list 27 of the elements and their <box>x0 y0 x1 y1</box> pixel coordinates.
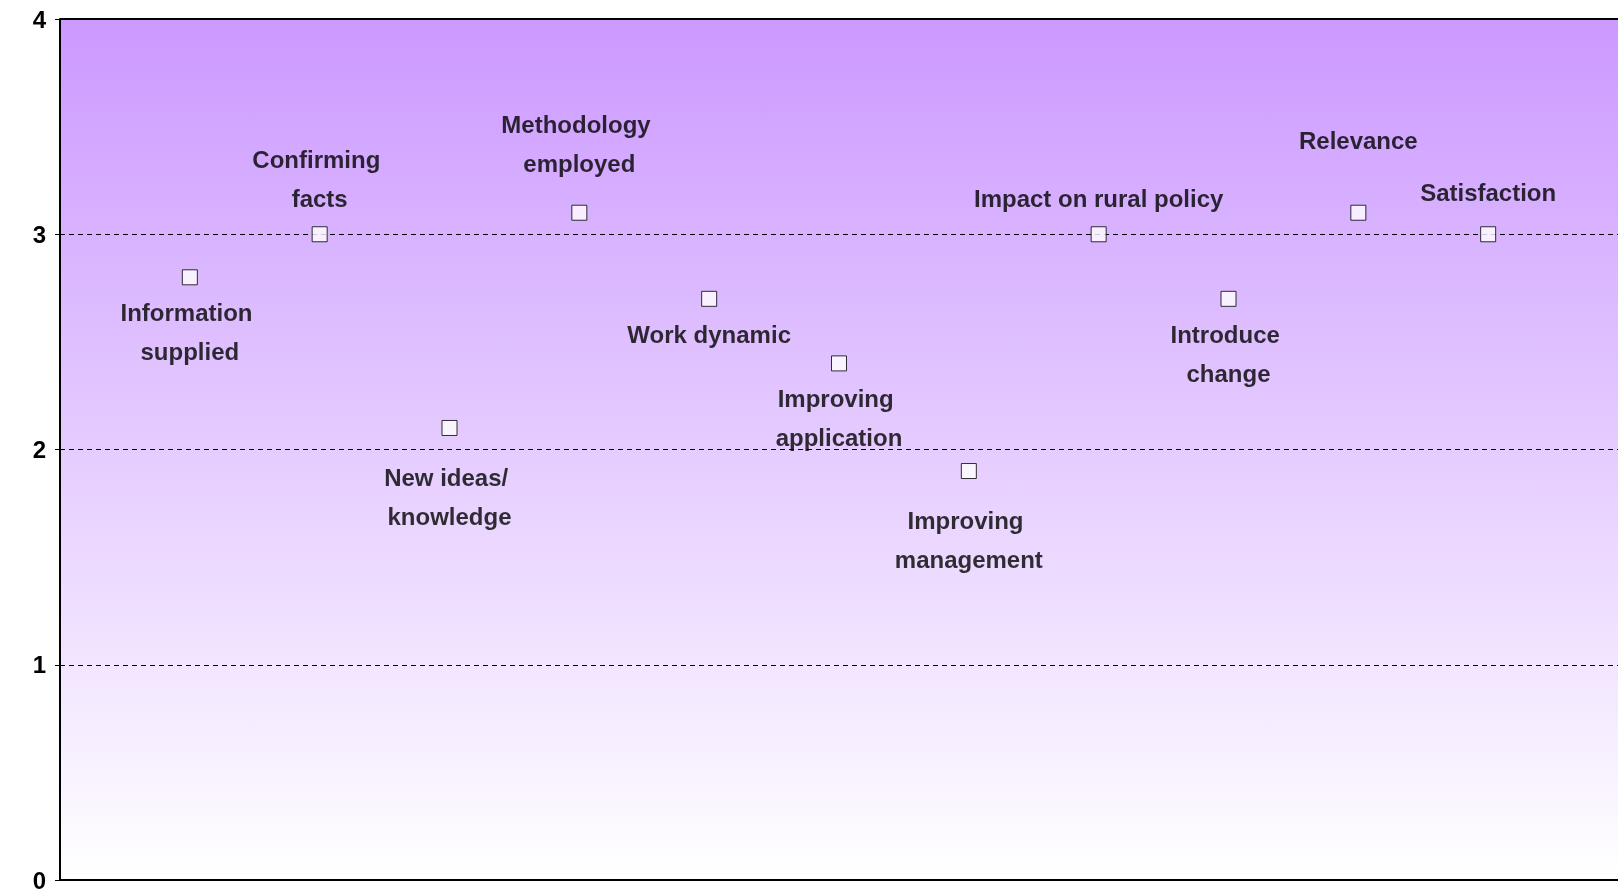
point <box>181 269 198 286</box>
point <box>311 226 328 243</box>
x-tick-label: Work dynamic <box>627 320 791 348</box>
point <box>571 204 588 221</box>
x-tick-label: Relevance <box>1298 126 1418 154</box>
y-tick-label: 4 <box>32 5 47 33</box>
point <box>701 290 718 307</box>
x-tick-label: Introduce change <box>1170 320 1287 387</box>
x-tick-label: Satisfaction <box>1420 179 1557 207</box>
y-tick-label: 0 <box>32 866 46 894</box>
x-tick-label: Improving application <box>775 385 903 452</box>
point <box>1480 226 1497 243</box>
x-tick-label: Improving management <box>894 507 1043 574</box>
point <box>1220 290 1237 307</box>
x-tick-label: Impact on rural policy <box>973 185 1225 213</box>
x-tick-label: Information supplied <box>120 299 260 366</box>
y-tick-label: 2 <box>32 436 46 463</box>
point <box>831 355 847 372</box>
point <box>441 419 458 436</box>
point <box>1090 226 1107 243</box>
point <box>960 463 977 480</box>
y-tick-label: 1 <box>32 651 46 679</box>
x-tick-label: New ideas/ knowledge <box>384 463 515 530</box>
x-tick-label: Methodology employed <box>501 110 658 177</box>
point <box>1350 204 1367 221</box>
y-tick-label: 3 <box>32 220 46 248</box>
x-tick-label: Confirming facts <box>252 146 387 213</box>
